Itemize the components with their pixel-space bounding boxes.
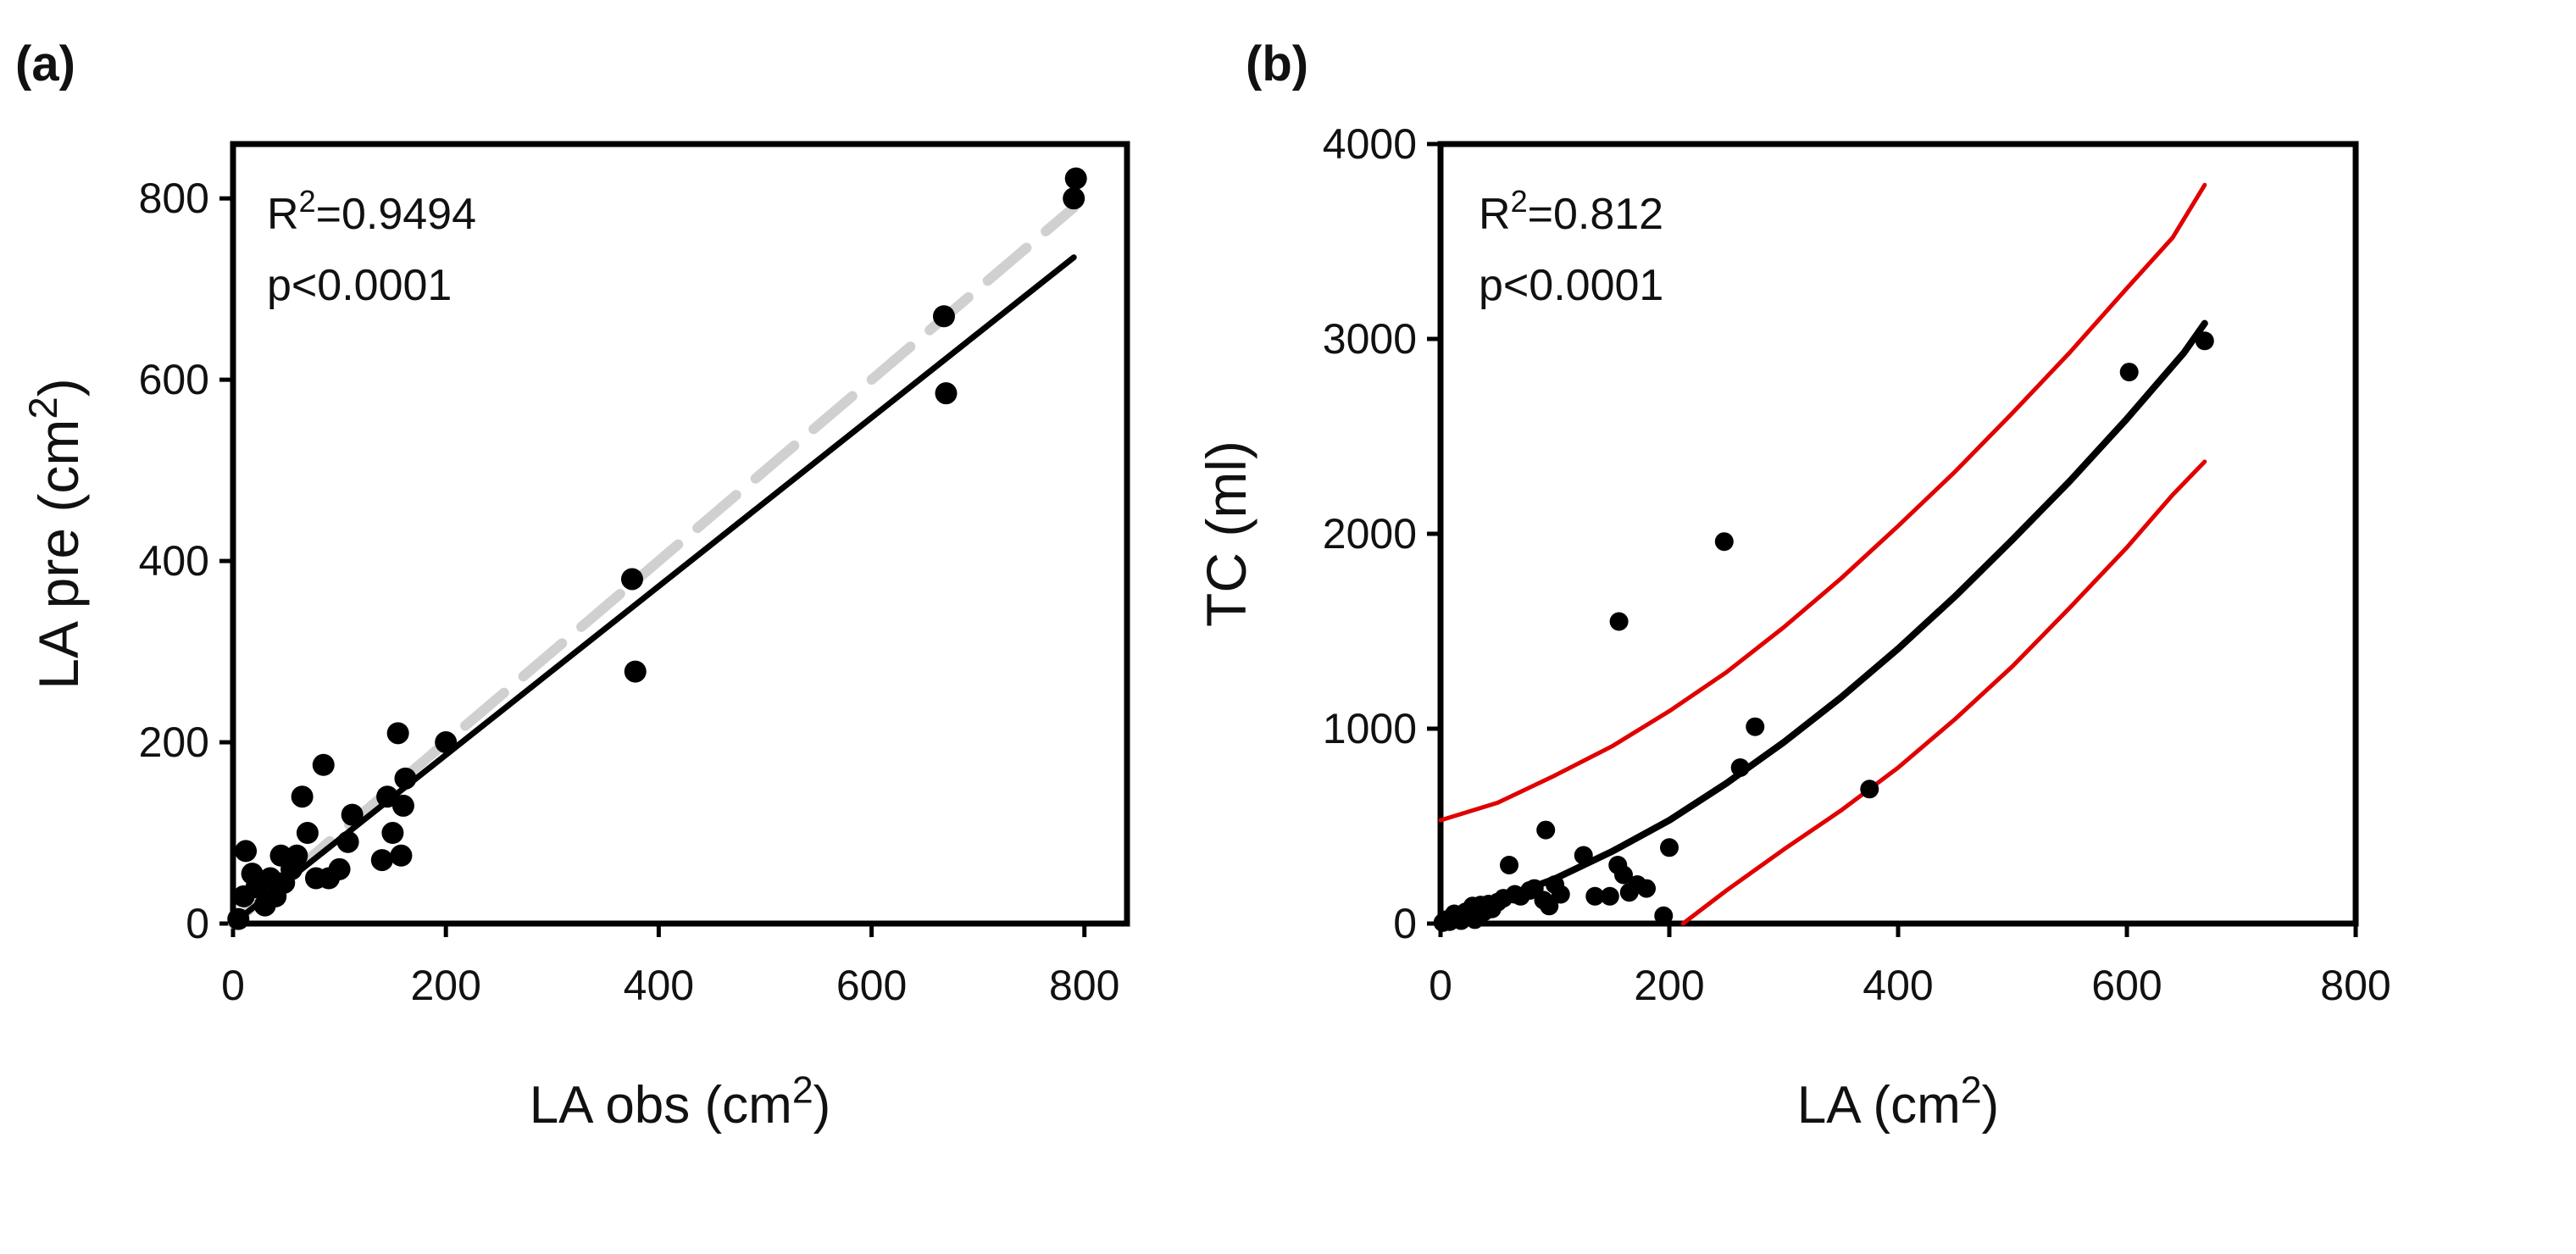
data-point (1614, 865, 1633, 885)
y-tick-label: 3000 (1323, 315, 1417, 363)
y-tick-label: 2000 (1323, 510, 1417, 558)
data-point (1585, 886, 1605, 906)
x-tick-label: 200 (1634, 962, 1704, 1009)
x-axis-label-base: LA (cm (1797, 1076, 1961, 1135)
x-tick-label: 600 (836, 962, 907, 1009)
r-squared-value: =0.812 (1528, 190, 1664, 239)
data-point (328, 857, 351, 880)
x-tick-label: 0 (221, 962, 245, 1009)
x-axis-label-base: LA obs (cm (530, 1076, 792, 1135)
data-point (286, 844, 308, 867)
y-tick-label: 0 (1393, 900, 1417, 947)
plot-frame (230, 141, 1130, 927)
data-point (376, 785, 399, 808)
x-axis-label: LA obs (cm2) (530, 1069, 831, 1135)
data-point (435, 731, 458, 754)
p-value-label: p<0.0001 (1479, 261, 1663, 310)
data-point (1540, 896, 1559, 916)
data-point (2119, 363, 2139, 382)
data-point (386, 722, 409, 745)
y-tick-label: 0 (186, 900, 209, 947)
data-point (1637, 879, 1656, 898)
r-squared-sup: 2 (1511, 184, 1528, 219)
x-axis-label-end: ) (813, 1076, 831, 1135)
p-value-label: p<0.0001 (267, 261, 452, 310)
x-tick-label: 0 (1429, 962, 1452, 1009)
y-tick-label: 200 (139, 719, 209, 766)
data-point (1064, 167, 1087, 190)
data-point (620, 568, 643, 591)
data-point (391, 794, 414, 817)
lower-confidence-band (1680, 459, 2207, 926)
x-tick-label: 600 (2091, 962, 2162, 1009)
r-squared-sup: 2 (299, 184, 316, 219)
data-point (1654, 906, 1674, 925)
data-point (381, 822, 404, 845)
r-squared-prefix: R (1479, 190, 1511, 239)
data-point (1609, 612, 1629, 631)
data-point (1730, 758, 1750, 777)
data-point (227, 907, 250, 930)
x-axis-label: LA (cm2) (1797, 1069, 1999, 1135)
data-point (935, 382, 958, 405)
r-squared-label: R2=0.9494 (267, 184, 476, 239)
y-axis-label-base: TC (ml) (1195, 441, 1257, 627)
y-tick-label: 600 (139, 356, 209, 403)
y-axis-label-base: LA pre (cm (27, 419, 90, 690)
data-point (1551, 885, 1570, 904)
data-point (235, 840, 258, 863)
panel-label: (b) (1246, 36, 1308, 92)
data-point (1500, 856, 1518, 874)
data-point (932, 305, 955, 328)
data-point (1714, 532, 1734, 552)
r-squared-prefix: R (267, 190, 299, 239)
data-point (296, 822, 319, 845)
data-point (1660, 838, 1679, 857)
panel-label: (a) (15, 36, 75, 92)
x-axis-label-sup: 2 (1961, 1069, 1982, 1111)
y-axis-label-end: ) (27, 378, 90, 397)
data-point (291, 785, 314, 808)
data-point (370, 849, 393, 872)
r-squared-value: =0.9494 (316, 190, 476, 239)
fit-curve (1437, 319, 2208, 919)
x-axis-label-sup: 2 (792, 1069, 813, 1111)
y-axis-label: LA pre (cm2) (21, 378, 90, 690)
data-point (394, 767, 417, 790)
data-point (2195, 331, 2214, 351)
x-tick-label: 400 (624, 962, 694, 1009)
x-tick-label: 400 (1863, 962, 1933, 1009)
y-tick-label: 4000 (1323, 120, 1417, 168)
y-tick-label: 400 (139, 537, 209, 585)
x-tick-label: 800 (2320, 962, 2390, 1009)
x-tick-label: 800 (1049, 962, 1119, 1009)
data-point (1536, 820, 1556, 840)
x-tick-label: 200 (410, 962, 480, 1009)
data-point (624, 660, 647, 683)
y-tick-label: 1000 (1323, 705, 1417, 752)
data-point (312, 753, 335, 776)
data-point (1746, 717, 1765, 736)
x-axis-label-end: ) (1982, 1076, 2000, 1135)
y-axis-label-sup: 2 (21, 397, 66, 419)
regression-line (230, 254, 1077, 927)
one-to-one-line (228, 202, 1080, 929)
data-point (341, 803, 364, 826)
data-point (336, 830, 359, 853)
y-tick-label: 800 (139, 175, 209, 222)
data-point (1574, 846, 1593, 865)
y-axis-label: TC (ml) (1195, 441, 1257, 627)
r-squared-label: R2=0.812 (1479, 184, 1663, 239)
data-point (390, 844, 413, 867)
data-point (1860, 780, 1879, 799)
data-point (1063, 187, 1085, 210)
data-point (1600, 886, 1619, 906)
upper-confidence-band (1438, 182, 2207, 823)
